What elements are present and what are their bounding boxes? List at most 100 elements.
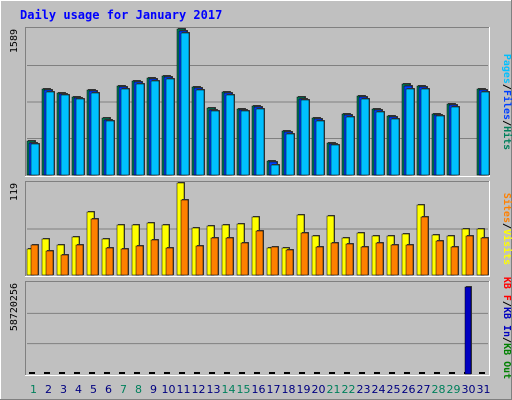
right-legend-panel1-item: Pages	[501, 54, 512, 84]
kb-baseline-day-10	[164, 372, 170, 374]
x-tick-label: 2	[45, 383, 52, 396]
bar-pages-day-24	[375, 111, 385, 176]
x-tick-label: 29	[447, 383, 461, 396]
bar-pages-day-3	[60, 94, 70, 176]
bar-pages-day-16	[255, 108, 265, 176]
kb-baseline-day-31	[479, 372, 485, 374]
x-tick-label: 17	[267, 383, 281, 396]
bar-sites-day-23	[360, 246, 369, 276]
kb-baseline-day-28	[434, 372, 440, 374]
x-tick-label: 16	[252, 383, 266, 396]
bar-sites-day-5	[90, 218, 99, 276]
right-legend-panel2-item: Sites	[501, 193, 512, 223]
kb-baseline-day-29	[449, 372, 455, 374]
right-legend-panel3-item: KB Out	[501, 343, 512, 379]
bar-pages-day-13	[210, 110, 220, 176]
right-legend-panel2-item: Visits	[501, 229, 512, 265]
x-tick-label: 3	[60, 383, 67, 396]
bar-sites-day-16	[255, 230, 264, 276]
chart-title: Daily usage for January 2017	[20, 8, 222, 22]
bar-sites-day-24	[375, 242, 384, 276]
bar-pages-day-31	[480, 91, 490, 176]
x-tick-label: 5	[90, 383, 97, 396]
bar-pages-day-25	[390, 118, 400, 176]
kb-baseline-day-12	[194, 372, 200, 374]
right-legend-panel2-item: /	[501, 223, 512, 229]
bar-pages-day-19	[300, 99, 310, 176]
bar-pages-day-8	[135, 83, 145, 176]
bar-pages-day-9	[150, 80, 160, 176]
bar-sites-day-7	[120, 248, 129, 276]
bar-sites-day-2	[45, 250, 54, 276]
kb-baseline-day-25	[389, 372, 395, 374]
bar-sites-day-8	[135, 245, 144, 276]
bar-sites-day-3	[60, 254, 69, 276]
x-tick-label: 31	[477, 383, 491, 396]
bar-pages-day-6	[105, 120, 115, 176]
bar-sites-day-4	[75, 244, 84, 276]
x-tick-label: 14	[222, 383, 236, 396]
x-tick-label: 6	[105, 383, 112, 396]
kb-baseline-day-2	[44, 372, 50, 374]
right-legend-panel3-item: KB In	[501, 307, 512, 337]
bar-sites-day-13	[210, 237, 219, 276]
bar-pages-day-5	[90, 92, 100, 176]
kb-baseline-day-18	[284, 372, 290, 374]
x-tick-label: 13	[207, 383, 221, 396]
kb-baseline-day-11	[179, 372, 185, 374]
kb-baseline-day-21	[329, 372, 335, 374]
x-tick-label: 18	[282, 383, 296, 396]
kb-baseline-day-20	[314, 372, 320, 374]
right-legend-panel1-item: Hits	[501, 126, 512, 150]
right-legend-panel1-item: Files	[501, 90, 512, 120]
kb-baseline-day-9	[149, 372, 155, 374]
x-tick-label: 30	[462, 383, 476, 396]
right-legend-panel1-item: /	[501, 120, 512, 126]
x-tick-label: 21	[327, 383, 341, 396]
bar-sites-day-29	[450, 246, 459, 276]
bar-sites-day-26	[405, 244, 414, 276]
kb-baseline-day-27	[419, 372, 425, 374]
bar-pages-day-4	[75, 98, 85, 176]
x-tick-label: 1	[30, 383, 37, 396]
bar-sites-day-30	[465, 235, 474, 276]
bar-pages-day-10	[165, 78, 175, 176]
bar-pages-day-27	[420, 88, 430, 176]
bar-pages-day-2	[45, 91, 55, 176]
bar-sites-day-6	[105, 247, 114, 276]
bar-sites-day-11	[180, 199, 189, 276]
kb-baseline-day-24	[374, 372, 380, 374]
right-legend-panel2-text: Sites/Visits	[501, 193, 512, 265]
chart-panels: 158911958720256Pages/Files/HitsSites/Vis…	[9, 27, 512, 379]
bar-sites-day-14	[225, 237, 234, 276]
x-axis-labels: 1 2 3 4 5 6 7 8 9 10 11 12 13 14 15 16 17 18 19 20 21 22 23 24 2…	[30, 383, 491, 396]
right-legend-panel3: KB F/KB In/KB Out	[501, 277, 512, 379]
panel-1-ymax-label: 1589	[9, 29, 20, 53]
kb-baseline-day-19	[299, 372, 305, 374]
kb-baseline-day-1	[29, 372, 35, 374]
right-legend-panel3-item: KB F	[501, 277, 512, 301]
right-legend-panel3-item: /	[501, 301, 512, 307]
right-legend-panel1-item: /	[501, 84, 512, 90]
panel-3-ymax-label: 58720256	[9, 283, 20, 331]
bar-pages-day-21	[330, 144, 340, 176]
kb-baseline-day-22	[344, 372, 350, 374]
kb-baseline-day-5	[89, 372, 95, 374]
x-tick-label: 15	[237, 383, 251, 396]
x-tick-label: 11	[177, 383, 191, 396]
kb-baseline-day-16	[254, 372, 260, 374]
right-legend-panel3-item: /	[501, 337, 512, 343]
bar-pages-day-17	[270, 164, 280, 176]
bar-pages-day-1	[30, 143, 40, 176]
x-tick-label: 22	[342, 383, 356, 396]
bar-sites-day-12	[195, 245, 204, 276]
bar-sites-day-21	[330, 242, 339, 276]
bar-sites-day-10	[165, 247, 174, 276]
bar-pages-day-12	[195, 89, 205, 176]
kb-baseline-day-3	[59, 372, 65, 374]
bar-sites-day-1	[30, 244, 39, 276]
x-tick-label: 28	[432, 383, 446, 396]
bar-sites-day-9	[150, 239, 159, 276]
right-legend-panel1: Pages/Files/Hits	[501, 54, 512, 150]
bar-sites-day-17	[270, 246, 279, 276]
